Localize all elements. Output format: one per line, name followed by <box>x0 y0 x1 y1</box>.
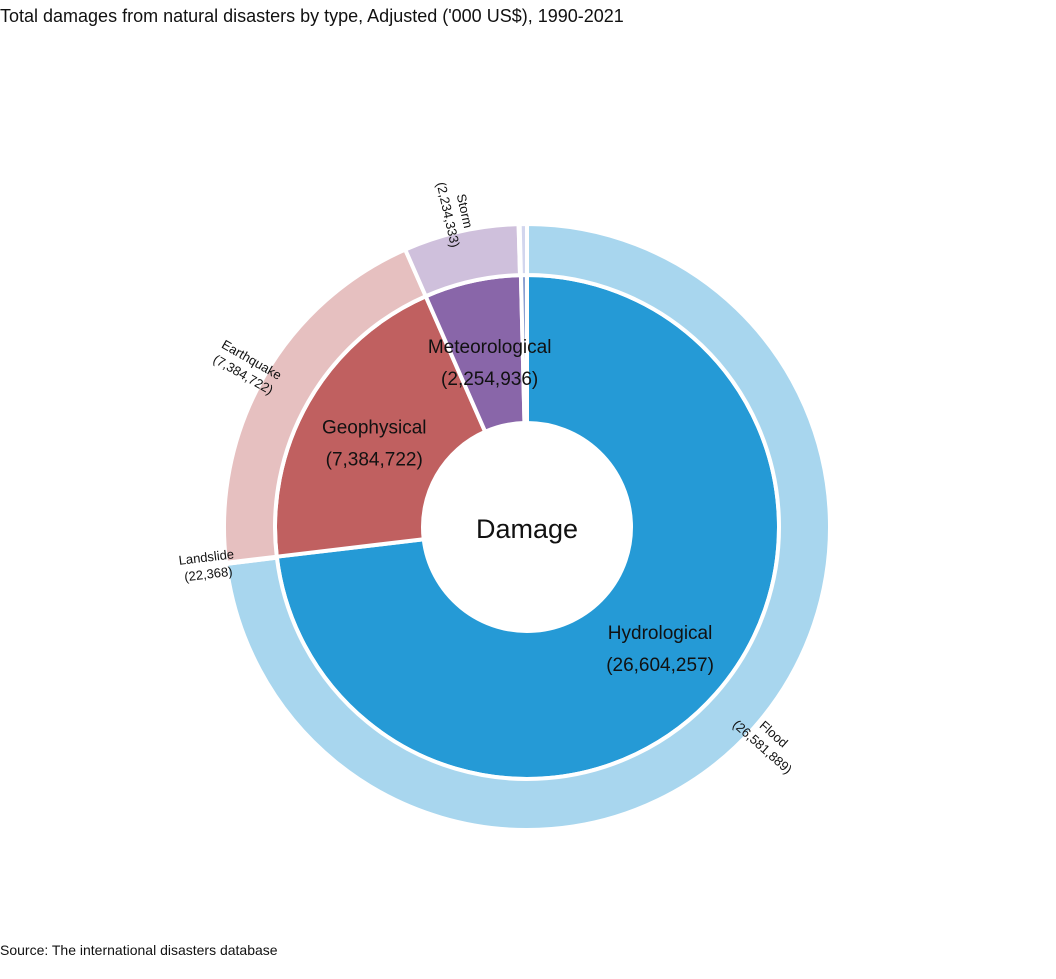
inner-label-value-hydrological: (26,604,257) <box>606 655 714 676</box>
outer-label-name-landslide: Landslide <box>178 546 235 568</box>
center-label: Damage <box>476 514 578 544</box>
outer-ring <box>222 222 832 832</box>
outer-label-value-landslide: (22,368) <box>183 564 233 585</box>
chart-source: Source: The international disasters data… <box>0 942 278 958</box>
inner-label-name-hydrological: Hydrological <box>608 623 713 644</box>
inner-ring-labels: Hydrological (26,604,257) Geophysical (7,38… <box>322 337 714 676</box>
inner-label-value-geophysical: (7,384,722) <box>326 450 423 471</box>
outer-label-earthquake: Earthquake(7,384,722) <box>211 337 285 398</box>
outer-label-landslide: Landslide(22,368) <box>178 546 235 585</box>
outer-slice-flood <box>224 222 832 832</box>
inner-label-name-meteorological: Meteorological <box>428 337 552 358</box>
inner-label-value-meteorological: (2,254,936) <box>441 369 538 390</box>
outer-slice-segment-5 <box>517 222 529 278</box>
inner-label-name-geophysical: Geophysical <box>322 418 427 439</box>
chart-title: Total damages from natural disasters by … <box>0 6 624 26</box>
outer-label-name-storm: Storm <box>454 192 476 229</box>
